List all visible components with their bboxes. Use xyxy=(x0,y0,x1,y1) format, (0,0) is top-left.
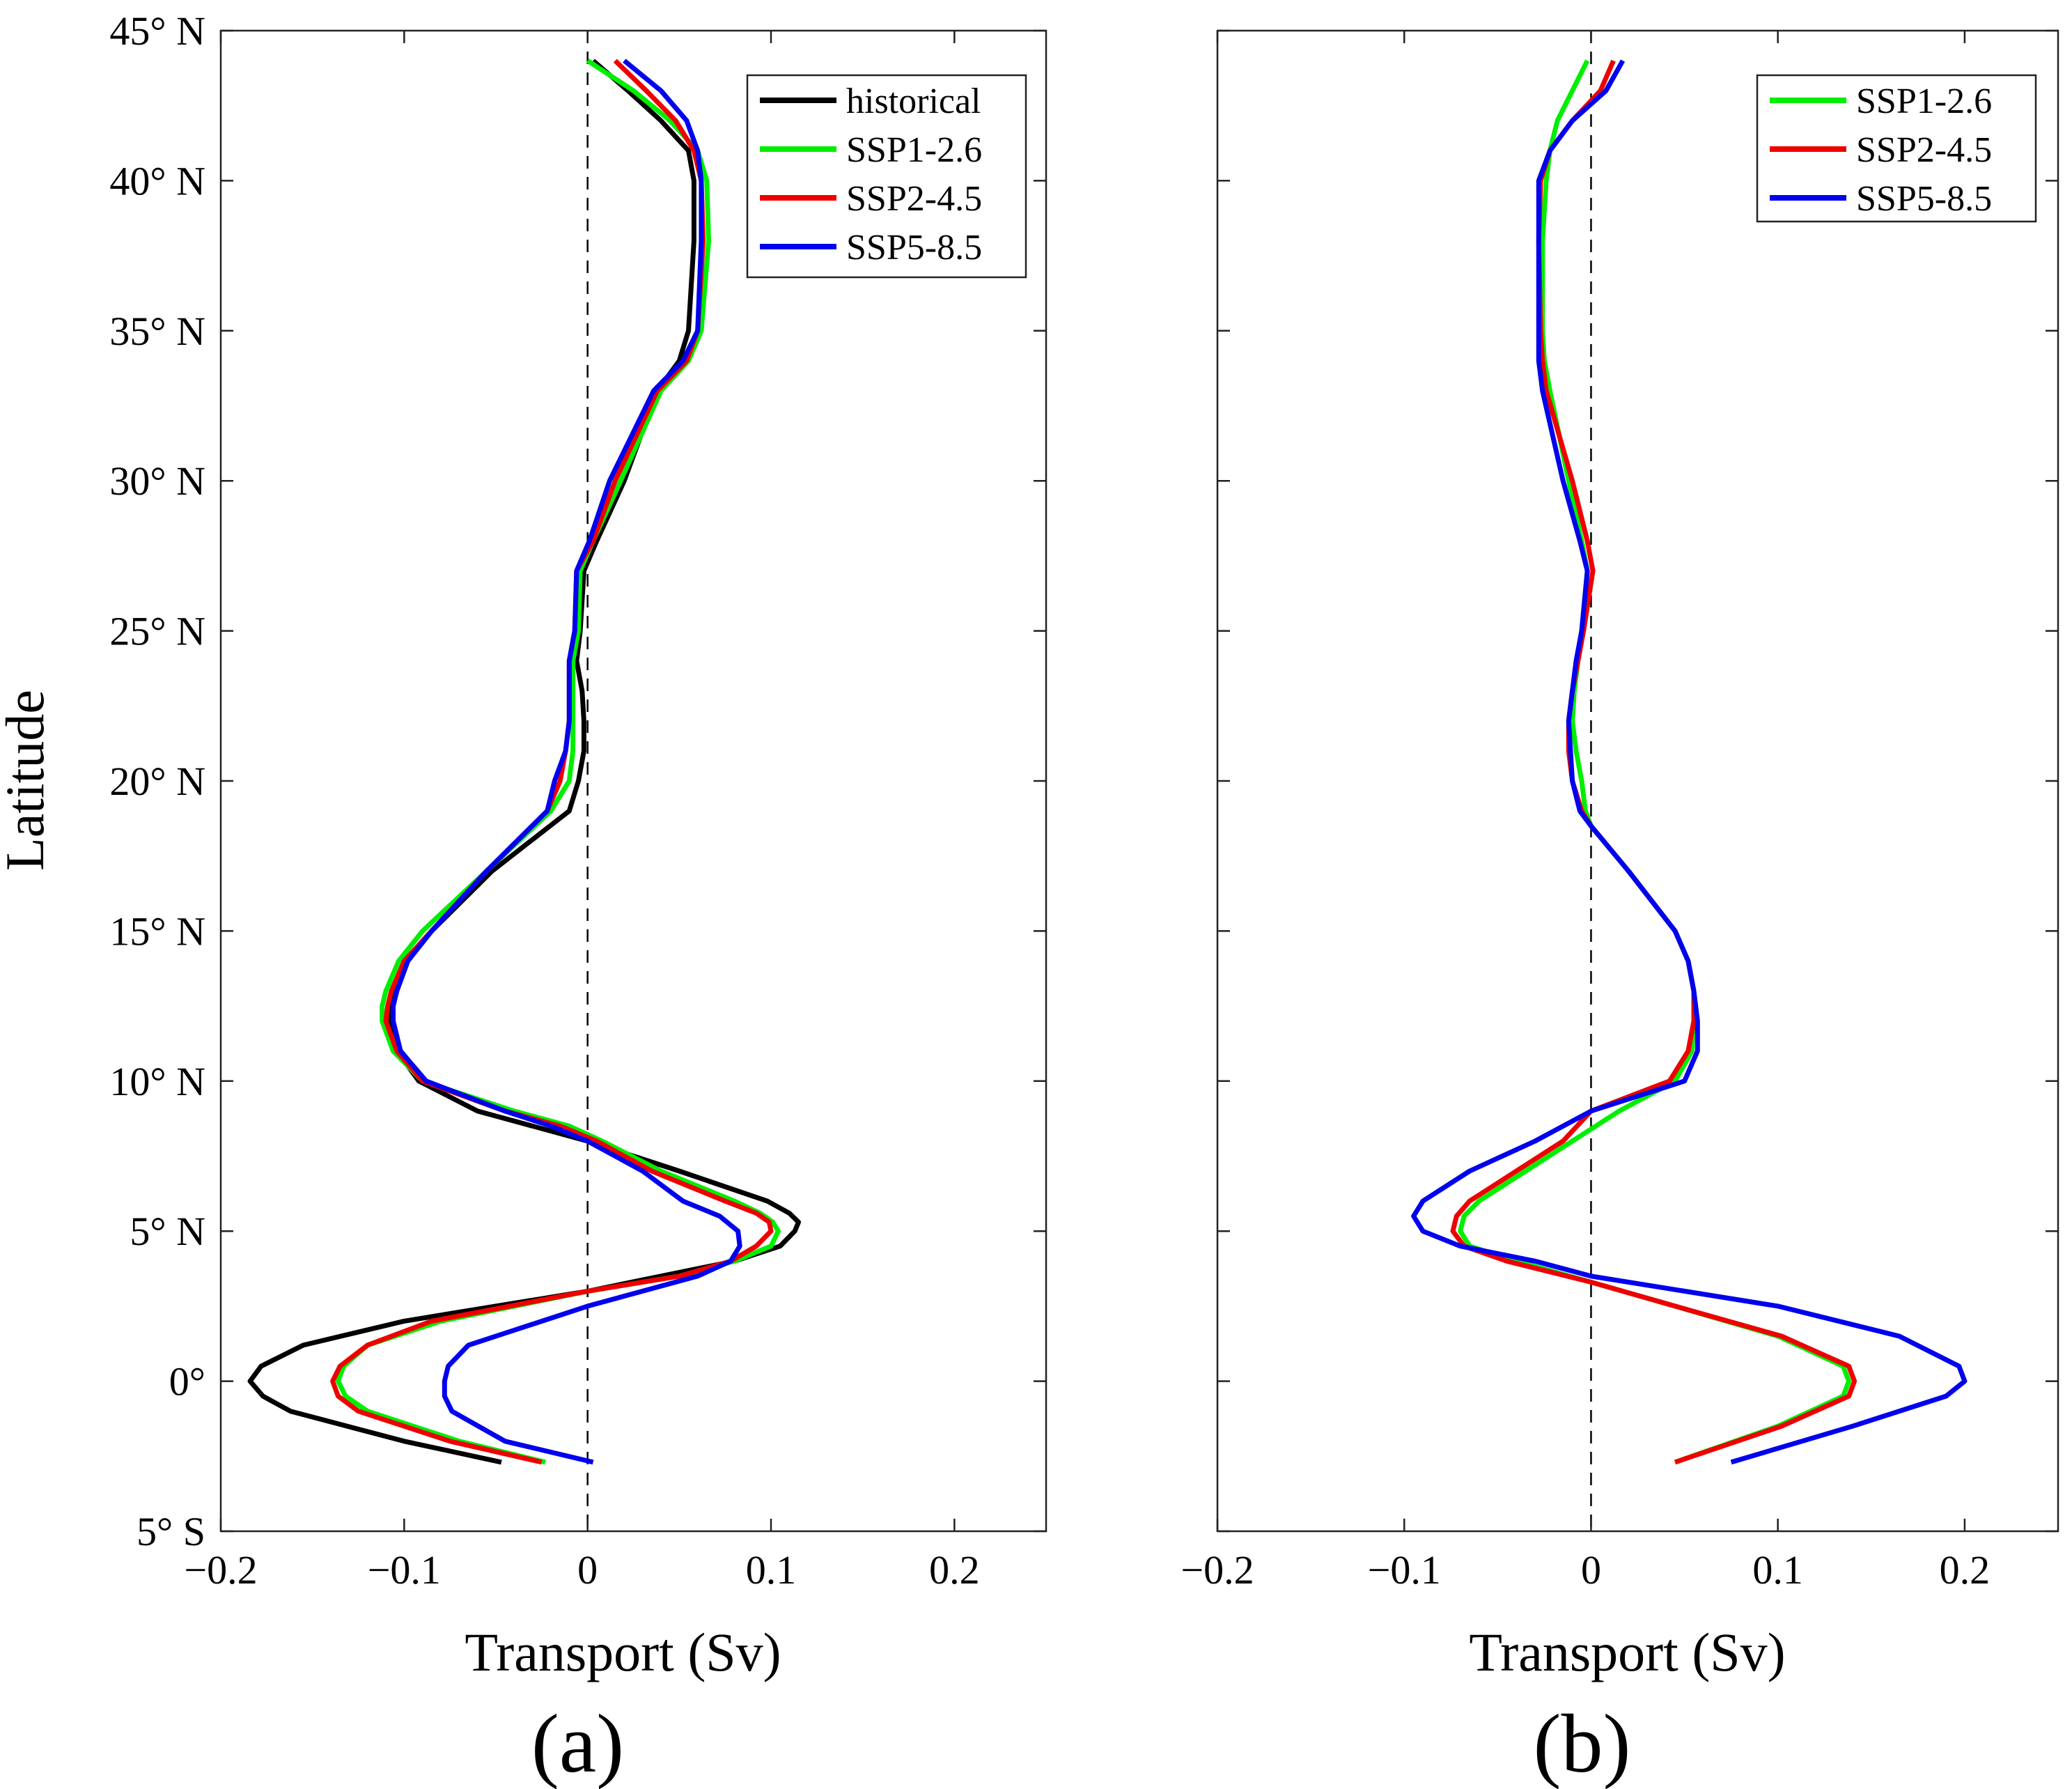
series-line-ssp5-8-5 xyxy=(391,59,742,1465)
y-tick-label: 45° N xyxy=(109,8,205,54)
series-line-ssp5-8-5 xyxy=(1411,59,1968,1465)
legend-label: SSP5-8.5 xyxy=(1856,179,1992,219)
x-tick-label: −0.1 xyxy=(1368,1547,1441,1593)
x-tick-label: −0.2 xyxy=(1181,1547,1254,1593)
y-tick-label: 5° S xyxy=(137,1509,205,1554)
x-tick-label: −0.2 xyxy=(184,1547,257,1593)
panel-label: (a) xyxy=(531,1697,624,1789)
legend-label: SSP5-8.5 xyxy=(846,228,982,268)
legend-label: historical xyxy=(846,82,981,121)
y-axis-label: Latitude xyxy=(0,690,55,871)
y-tick-label: 5° N xyxy=(130,1209,205,1254)
x-tick-label: 0.2 xyxy=(1940,1547,1991,1593)
x-tick-label: 0.1 xyxy=(746,1547,797,1593)
panel-b: −0.2 −0.1 0 0.1 0.2 SSP1-2.6 SSP2-4.5 SSP5-8.5 T… xyxy=(1181,29,2059,1789)
x-tick-label: 0 xyxy=(1581,1547,1601,1593)
panel-label: (b) xyxy=(1534,1697,1631,1789)
y-tick-label: 15° N xyxy=(109,908,205,954)
legend-label: SSP2-4.5 xyxy=(1856,130,1992,170)
x-axis-label: Transport (Sv) xyxy=(1469,1622,1785,1682)
x-tick-label: 0.2 xyxy=(929,1547,980,1593)
legend-label: SSP1-2.6 xyxy=(1856,82,1992,121)
y-tick-label: 10° N xyxy=(109,1059,205,1104)
x-tick-label: 0.1 xyxy=(1752,1547,1803,1593)
legend-label: SSP1-2.6 xyxy=(846,130,982,170)
series-line-ssp2-4-5 xyxy=(330,59,774,1465)
y-tick-label: 20° N xyxy=(109,759,205,804)
y-tick-label: 40° N xyxy=(109,158,205,203)
legend-label: SSP2-4.5 xyxy=(846,179,982,219)
y-tick-label: 35° N xyxy=(109,309,205,354)
x-tick-label: 0 xyxy=(577,1547,598,1593)
y-tick-label: 0° xyxy=(169,1359,205,1404)
x-tick-label: −0.1 xyxy=(368,1547,441,1593)
x-axis-label: Transport (Sv) xyxy=(465,1622,781,1682)
panel-a: −0.2 −0.1 0 0.1 0.2 5° S 0° 5° N 10° N 15° N 20° N… xyxy=(109,8,1047,1789)
legend-box xyxy=(746,74,1027,279)
y-tick-label: 30° N xyxy=(109,458,205,504)
y-tick-label: 25° N xyxy=(109,609,205,654)
